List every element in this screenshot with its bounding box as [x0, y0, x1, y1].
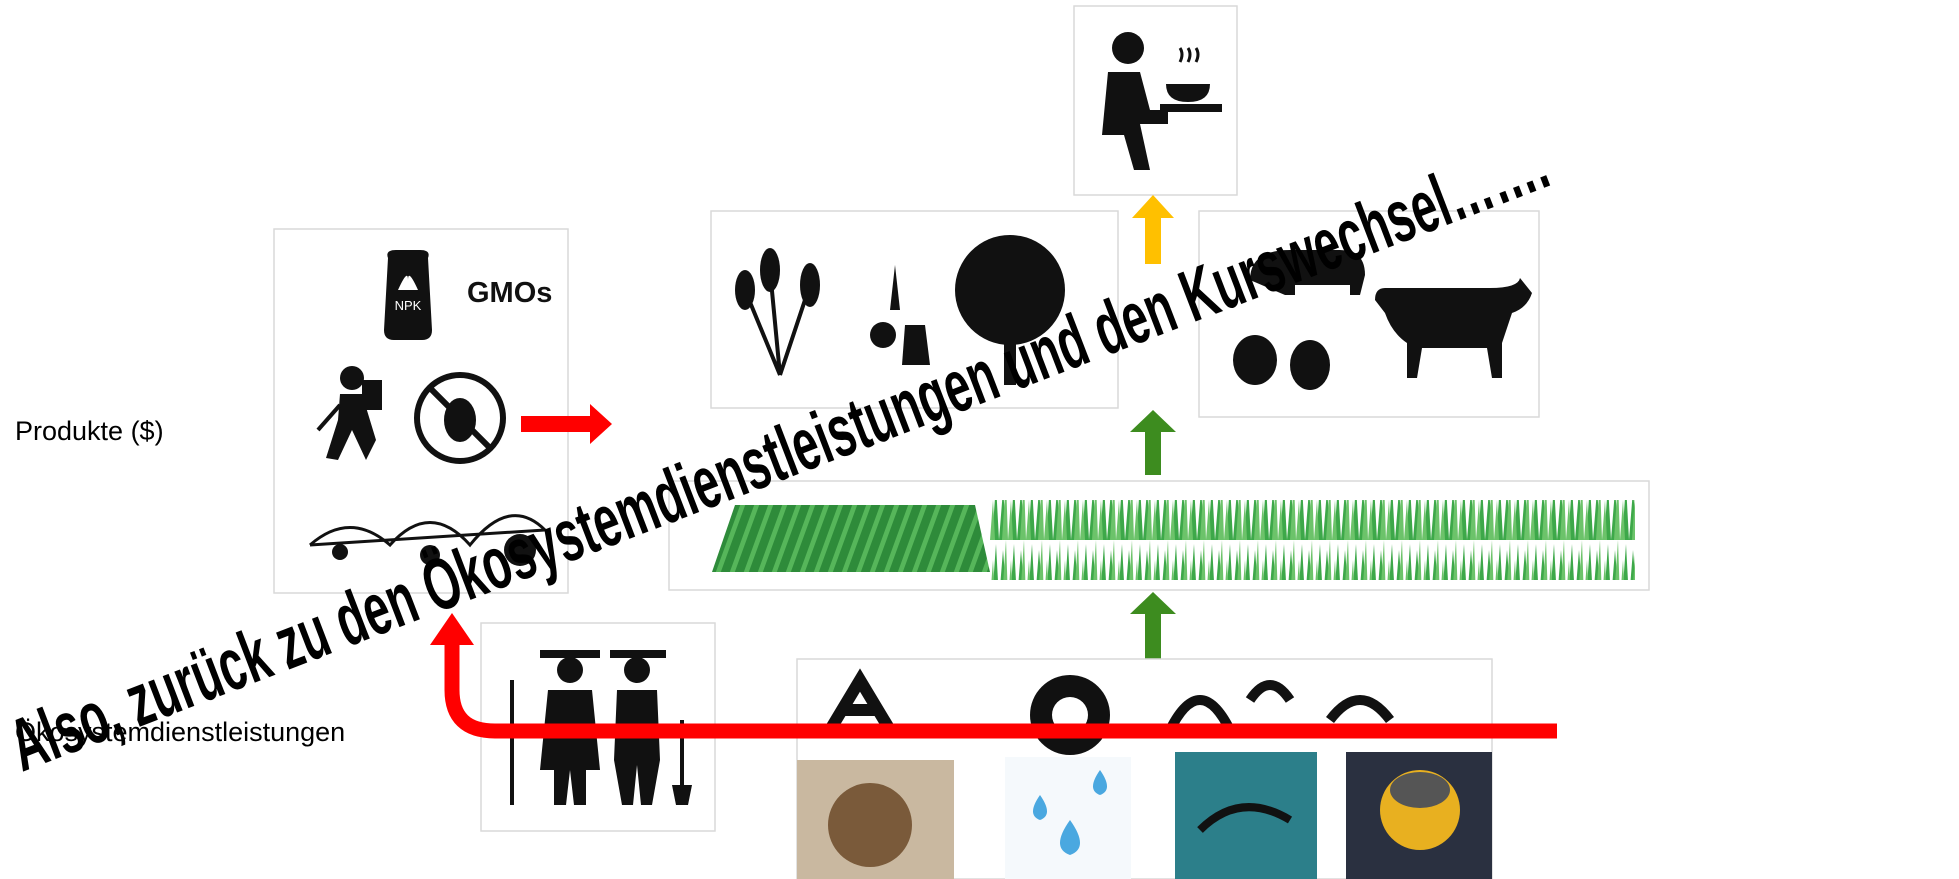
products-label: Produkte ($) [15, 416, 164, 446]
green-arrow [1130, 410, 1176, 475]
red-curved-arrow [444, 640, 1557, 739]
ecosystem-services-label: Ökosystemdienstleistungen [15, 717, 345, 747]
red-arrowhead [430, 613, 474, 645]
field-box [668, 480, 1650, 591]
ecosystem-box [796, 658, 1493, 879]
inputs-box: NPK GMOs [273, 228, 569, 594]
crops-box [710, 210, 1119, 409]
yellow-arrow [1132, 195, 1174, 264]
gmo-label: GMOs [467, 277, 552, 309]
livestock-box [1198, 210, 1540, 418]
red-arrow [521, 404, 612, 444]
fertilizer-label: NPK [395, 298, 422, 313]
consumer-box [1073, 5, 1238, 196]
green-arrow [1130, 592, 1176, 672]
